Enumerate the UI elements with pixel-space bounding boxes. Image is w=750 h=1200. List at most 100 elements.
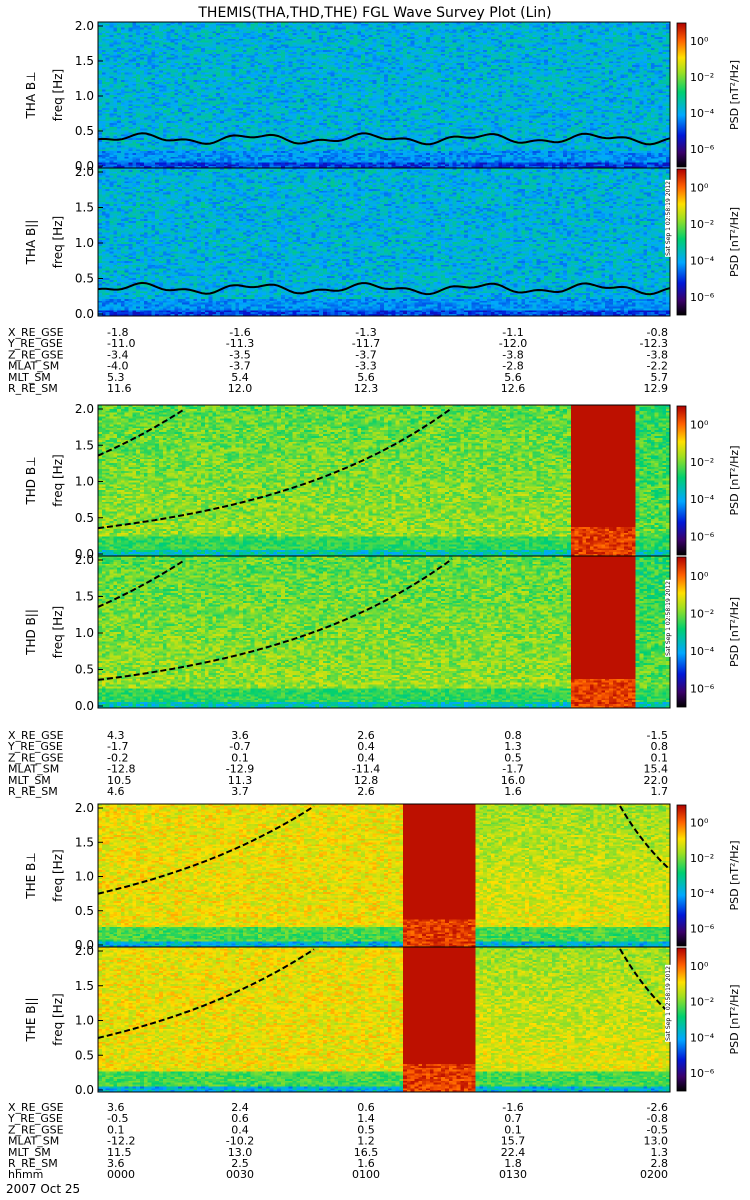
ephemeris-value: 11.3 (228, 774, 253, 787)
print-date-stamp: Sat Sep 1 02:58:19 2012 (665, 180, 673, 257)
ephemeris-value: 0.4 (357, 751, 375, 764)
ephemeris-value: -12.8 (107, 763, 135, 776)
colorbar-tick-label: 10⁻⁶ (690, 143, 715, 156)
colorbar-tick-label: 10⁰ (690, 817, 709, 830)
y-tick-label: 1.0 (75, 870, 94, 884)
ephemeris-row-label: R_RE_SM (8, 1157, 58, 1170)
chart-title: THEMIS(THA,THD,THE) FGL Wave Survey Plot… (197, 5, 551, 21)
y-tick-label: 0.5 (75, 272, 94, 286)
ephemeris-value: -4.0 (107, 360, 128, 373)
ephemeris-value: -1.8 (107, 326, 128, 339)
ephemeris-value: -12.9 (226, 763, 254, 776)
y-tick-label: 0.5 (75, 1048, 94, 1062)
ephemeris-value: 5.7 (651, 371, 669, 384)
colorbar (676, 556, 687, 708)
spectrogram-heatmap (98, 947, 670, 1092)
ephemeris-value: 2.4 (231, 1101, 249, 1114)
ephemeris-value: -3.7 (355, 348, 376, 361)
date-label: 2007 Oct 25 (6, 1182, 80, 1196)
ephemeris-row-label: X_RE_GSE (8, 326, 64, 339)
gyrofrequency-trace (619, 805, 669, 869)
ephemeris-value: 22.4 (501, 1146, 526, 1159)
y-axis-probe-label: THD B⊥ (24, 456, 38, 505)
y-axis-freq-label: freq [Hz] (51, 606, 65, 658)
y-tick-label: 2.0 (75, 19, 94, 33)
gyrofrequency-trace (97, 558, 453, 681)
ephemeris-row-label: R_RE_SM (8, 785, 58, 798)
ephemeris-row-label: MLT_SM (8, 371, 51, 384)
ephemeris-value: 12.3 (354, 382, 379, 395)
spectrogram-heatmap (98, 22, 670, 168)
ephemeris-value: -3.4 (107, 348, 128, 361)
ephemeris-value: 16.0 (501, 774, 526, 787)
y-axis-freq-label: freq [Hz] (51, 454, 65, 506)
ephemeris-value: 0.7 (504, 1112, 522, 1125)
colorbar-tick-label: 10⁻⁴ (690, 645, 715, 658)
y-tick-label: 0.5 (75, 663, 94, 677)
ephemeris-row-label: X_RE_GSE (8, 729, 64, 742)
ephemeris-value: -1.7 (502, 763, 523, 776)
ephemeris-value: 11.6 (107, 382, 132, 395)
ephemeris-value: -3.3 (355, 360, 376, 373)
ephemeris-value: 0.1 (504, 1123, 522, 1136)
colorbar-tick-label: 10⁻⁴ (690, 254, 715, 267)
ephemeris-value: -1.6 (502, 1101, 523, 1114)
gyrofrequency-trace (619, 948, 669, 1013)
y-tick-label: 2.0 (75, 944, 94, 958)
ephemeris-value: 3.7 (231, 785, 249, 798)
time-tick-label: 0100 (352, 1168, 380, 1181)
ephemeris-value: 1.2 (357, 1135, 375, 1148)
ephemeris-value: -3.5 (229, 348, 250, 361)
ephemeris-value: 0.5 (504, 751, 522, 764)
ephemeris-value: 3.6 (107, 1157, 125, 1170)
y-tick-label: 1.5 (75, 979, 94, 993)
y-axis-probe-label: THD B|| (24, 609, 38, 656)
y-tick-label: 1.0 (75, 626, 94, 640)
time-tick-label: 0130 (499, 1168, 527, 1181)
ephemeris-value: -1.6 (229, 326, 250, 339)
ephemeris-value: 1.3 (504, 740, 522, 753)
colorbar-tick-label: 10⁻² (690, 852, 714, 865)
time-tick-label: 0030 (226, 1168, 254, 1181)
ephemeris-value: -3.8 (502, 348, 523, 361)
gyrofrequency-trace (97, 132, 671, 146)
gyrofrequency-trace (97, 407, 453, 530)
y-tick-label: 2.0 (75, 801, 94, 815)
spectrogram-heatmap (98, 168, 670, 316)
ephemeris-value: -2.6 (647, 1101, 668, 1114)
y-axis-freq-label: freq [Hz] (51, 216, 65, 268)
colorbar (676, 22, 687, 168)
ephemeris-value: -0.7 (229, 740, 250, 753)
colorbar-tick-label: 10⁰ (690, 419, 709, 432)
ephemeris-value: 4.6 (107, 785, 125, 798)
y-axis-freq-label: freq [Hz] (51, 69, 65, 121)
y-axis-freq-label: freq [Hz] (51, 849, 65, 901)
colorbar (676, 168, 687, 316)
ephemeris-value: 1.7 (651, 785, 669, 798)
ephemeris-value: -0.2 (107, 751, 128, 764)
y-tick-label: 0.0 (75, 938, 94, 952)
ephemeris-value: -11.3 (226, 337, 254, 350)
colorbar (676, 947, 687, 1092)
y-axis-probe-label: THE B|| (24, 997, 38, 1042)
colorbar-label: PSD [nT²/Hz] (728, 840, 741, 910)
colorbar-tick-label: 10⁻⁴ (690, 107, 715, 120)
ephemeris-value: 5.3 (107, 371, 125, 384)
ephemeris-value: 1.3 (651, 1146, 669, 1159)
ephemeris-value: 5.4 (231, 371, 249, 384)
y-tick-label: 1.5 (75, 835, 94, 849)
y-tick-label: 1.0 (75, 475, 94, 489)
ephemeris-value: 0.1 (107, 1123, 125, 1136)
ephemeris-value: 0.5 (357, 1123, 375, 1136)
ephemeris-value: -11.0 (107, 337, 135, 350)
ephemeris-value: 0.4 (357, 740, 375, 753)
y-tick-label: 0.0 (75, 699, 94, 713)
colorbar-tick-label: 10⁻² (690, 71, 714, 84)
ephemeris-value: 3.6 (231, 729, 249, 742)
colorbar-tick-label: 10⁰ (690, 35, 709, 48)
ephemeris-value: 13.0 (228, 1146, 253, 1159)
ephemeris-row-label: R_RE_SM (8, 382, 58, 395)
ephemeris-value: -0.8 (647, 1112, 668, 1125)
ephemeris-value: 22.0 (644, 774, 669, 787)
